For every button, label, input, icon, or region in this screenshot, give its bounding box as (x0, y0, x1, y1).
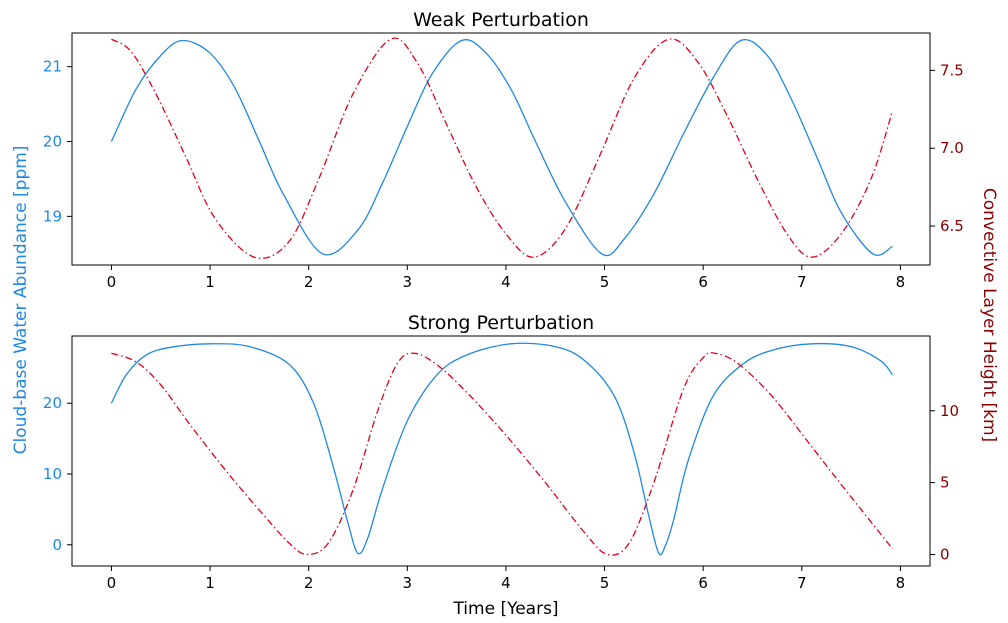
strong-left-y-tick-label: 0 (52, 536, 62, 554)
strong-x-tick-label: 6 (698, 574, 708, 592)
weak-left-y-tick-label: 19 (43, 207, 62, 225)
weak-series (110, 37, 894, 259)
strong-right-y-tick-label: 5 (940, 474, 950, 492)
strong-right-y-tick-label: 10 (940, 402, 959, 420)
weak-x-tick-label: 1 (205, 273, 215, 291)
weak-water-abundance-line (110, 38, 893, 257)
weak-right-y-axis: 6.5 7.0 7.5 (930, 61, 964, 235)
weak-x-tick-label: 5 (600, 273, 610, 291)
strong-left-y-axis: 0 10 20 (43, 394, 72, 554)
strong-left-y-tick-label: 20 (43, 394, 62, 412)
x-axis-label: Time [Years] (452, 599, 558, 619)
strong-x-tick-label: 2 (304, 574, 314, 592)
strong-x-axis: 0 1 2 3 4 5 6 7 8 (107, 566, 906, 592)
strong-left-y-tick-label: 10 (43, 465, 62, 483)
weak-layer-height-line (111, 37, 894, 259)
weak-x-tick-label: 6 (698, 273, 708, 291)
strong-x-tick-label: 7 (797, 574, 807, 592)
strong-x-tick-label: 4 (501, 574, 511, 592)
weak-x-tick-label: 0 (107, 273, 117, 291)
weak-x-tick-label: 3 (403, 273, 413, 291)
weak-right-y-tick-label: 6.5 (940, 217, 964, 235)
strong-plot-frame (71, 335, 931, 567)
weak-x-tick-label: 2 (304, 273, 314, 291)
weak-left-y-tick-label: 20 (43, 133, 62, 151)
weak-perturbation-panel: Weak Perturbation 0 1 2 3 4 5 6 7 8 19 20 21 6.5 7.… (43, 9, 964, 291)
weak-x-axis: 0 1 2 3 4 5 6 7 8 (107, 265, 906, 291)
weak-x-tick-label: 4 (501, 273, 511, 291)
weak-right-y-tick-label: 7.0 (940, 139, 964, 157)
strong-water-abundance-line (110, 342, 894, 556)
strong-chart-title: Strong Perturbation (408, 312, 594, 334)
weak-x-tick-label: 7 (797, 273, 807, 291)
y-axis-label-left: Cloud-base Water Abundance [ppm] (11, 146, 31, 455)
weak-left-y-axis: 19 20 21 (43, 58, 72, 225)
strong-x-tick-label: 0 (107, 574, 117, 592)
strong-x-tick-label: 3 (403, 574, 413, 592)
y-axis-label-right: Convective Layer Height [km] (979, 188, 999, 442)
weak-left-y-tick-label: 21 (43, 58, 62, 76)
strong-perturbation-panel: Strong Perturbation 0 1 2 3 4 5 6 7 8 0 10 20 0 5 10 (43, 312, 959, 592)
strong-right-y-axis: 0 5 10 (930, 402, 959, 564)
strong-x-tick-label: 5 (600, 574, 610, 592)
strong-series (110, 342, 894, 556)
weak-plot-frame (71, 32, 931, 266)
weak-chart-title: Weak Perturbation (413, 9, 589, 31)
strong-layer-height-line (111, 351, 894, 556)
weak-right-y-tick-label: 7.5 (940, 61, 964, 79)
strong-x-tick-label: 8 (896, 574, 906, 592)
weak-x-tick-label: 8 (896, 273, 906, 291)
strong-x-tick-label: 1 (205, 574, 215, 592)
strong-right-y-tick-label: 0 (940, 546, 950, 564)
